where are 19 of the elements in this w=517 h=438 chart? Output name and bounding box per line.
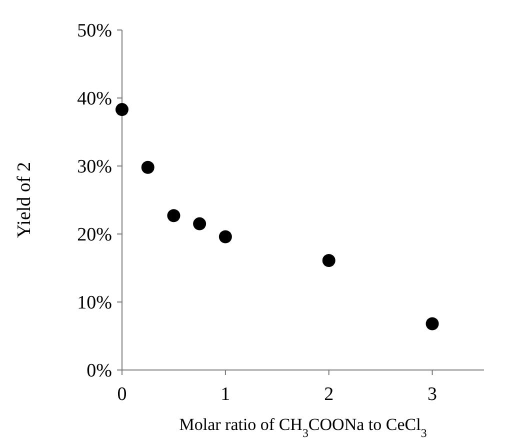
x-tick-label: 2 <box>324 384 334 405</box>
y-axis-title: Yield of 2 <box>14 162 35 238</box>
y-tick-label: 10% <box>77 292 112 314</box>
point <box>218 230 232 244</box>
x-tick-label: 1 <box>220 384 230 405</box>
y-tick-label: 30% <box>77 156 112 178</box>
x-tick-label: 0 <box>117 384 127 405</box>
point <box>426 317 439 330</box>
point <box>116 103 128 116</box>
y-tick-label: 20% <box>77 224 112 246</box>
y-tick-label: 40% <box>77 88 112 110</box>
y-tick-label: 50% <box>77 20 112 42</box>
point <box>193 217 206 230</box>
point <box>167 209 180 222</box>
point <box>141 160 154 174</box>
x-axis-title: Molar ratio of CH$_{3}$COONa to CeCl$_{3}$ <box>179 415 427 438</box>
x-tick-label: 3 <box>428 384 438 405</box>
y-tick-label: 0% <box>86 360 112 382</box>
point <box>322 254 336 268</box>
